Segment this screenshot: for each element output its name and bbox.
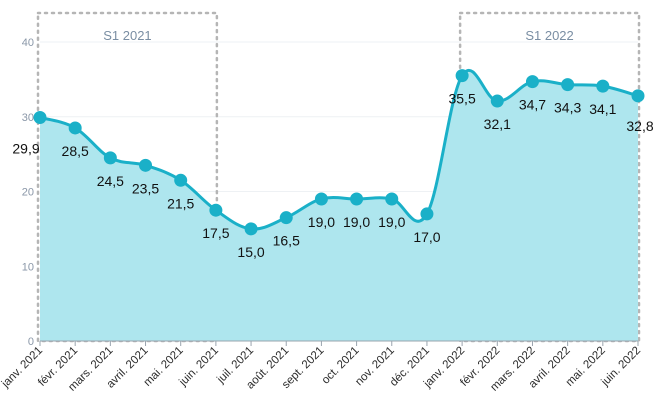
data-point (596, 79, 610, 93)
data-labels: 29,9 28,5 24,5 23,5 21,5 17,5 15,0 16,5 19,0 19,0… (12, 91, 653, 260)
data-label: 34,3 (554, 100, 581, 116)
area-layer (39, 68, 639, 341)
data-point (350, 192, 364, 206)
data-point (385, 192, 399, 206)
data-point (33, 110, 47, 124)
data-label: 15,0 (237, 244, 264, 260)
data-points (33, 69, 645, 236)
data-label: 32,1 (484, 116, 511, 132)
data-point (139, 158, 153, 172)
data-point (314, 192, 328, 206)
data-point (279, 211, 293, 225)
data-label: 29,9 (12, 140, 39, 156)
data-label: 16,5 (273, 233, 300, 249)
data-point (68, 121, 82, 135)
y-tick-label: 20 (22, 187, 34, 199)
data-label: 19,0 (308, 214, 335, 230)
band-label: S1 2022 (525, 28, 573, 43)
y-tick-label: 10 (22, 261, 34, 273)
y-tick-label: 0 (28, 336, 34, 348)
data-label: 28,5 (62, 143, 89, 159)
y-tick-label: 40 (22, 37, 34, 49)
data-label: 21,5 (167, 195, 194, 211)
data-point (631, 89, 645, 103)
data-label: 23,5 (132, 180, 159, 196)
y-tick-label: 30 (22, 112, 34, 124)
data-label: 17,5 (202, 225, 229, 241)
data-label: 17,0 (413, 229, 440, 245)
data-point (244, 222, 258, 236)
data-point (209, 203, 223, 217)
data-point (103, 151, 117, 165)
data-point (525, 75, 539, 89)
data-label: 32,8 (626, 118, 653, 134)
data-label: 34,7 (519, 97, 546, 113)
area-fill (40, 70, 638, 341)
data-point (561, 78, 575, 92)
data-point (174, 173, 188, 187)
data-label: 24,5 (97, 173, 124, 189)
data-point (490, 94, 504, 108)
data-point (455, 69, 469, 83)
band-label: S1 2021 (103, 28, 151, 43)
data-label: 34,1 (589, 101, 616, 117)
data-point (420, 207, 434, 221)
data-label: 19,0 (343, 214, 370, 230)
data-label: 19,0 (378, 214, 405, 230)
data-label: 35,5 (448, 91, 475, 107)
